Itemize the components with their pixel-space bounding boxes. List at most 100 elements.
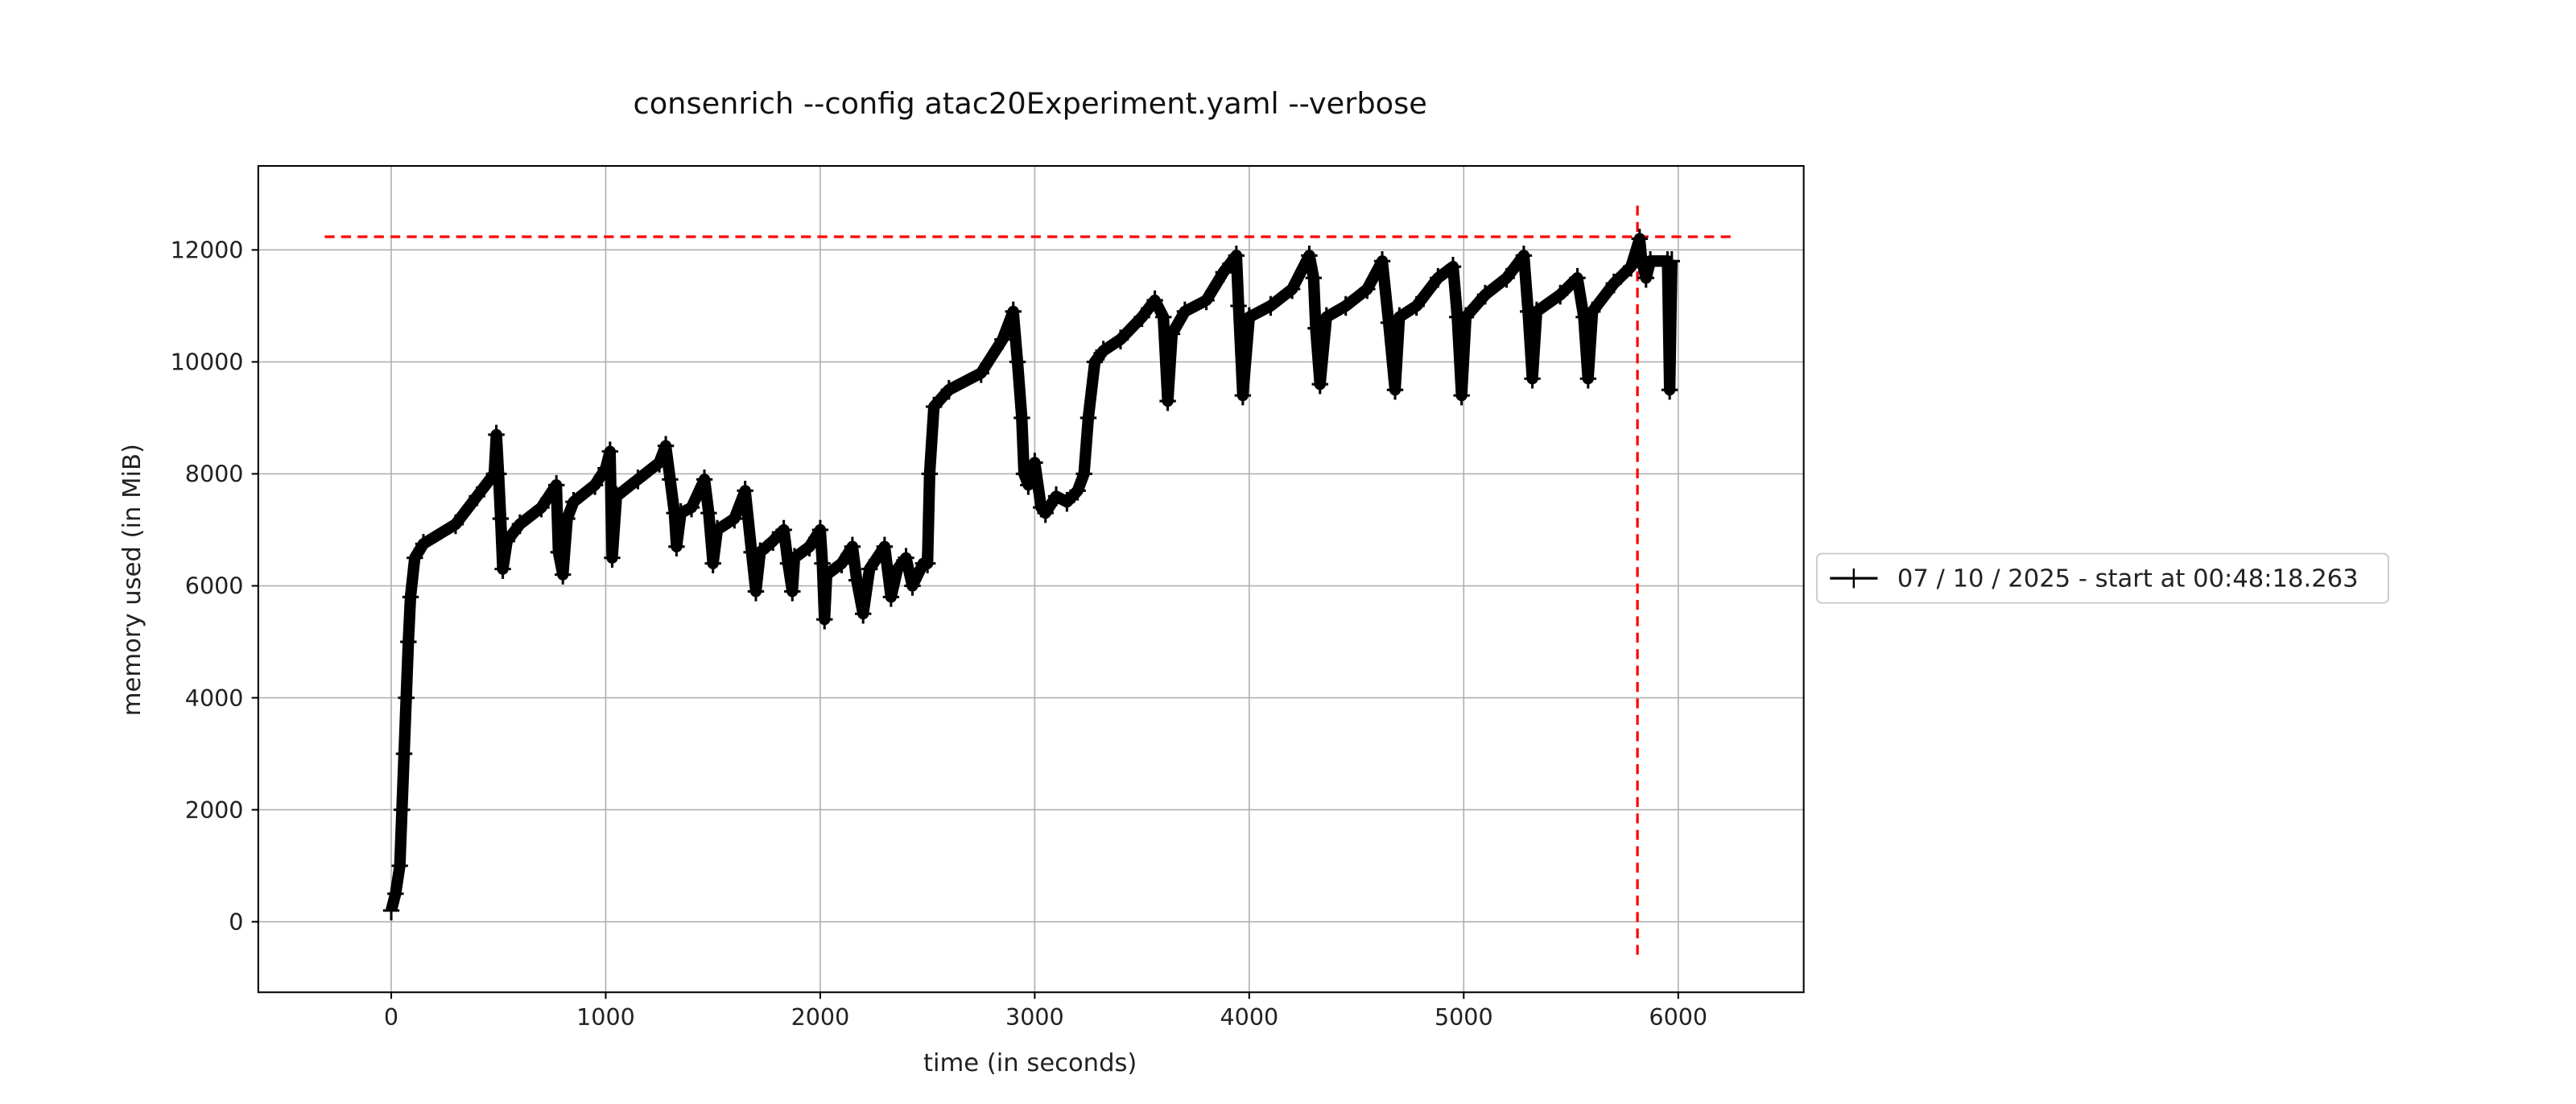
data-point-marker — [1337, 296, 1354, 316]
data-point-marker — [1301, 246, 1318, 266]
data-point-marker — [1583, 301, 1601, 322]
data-point-marker — [786, 548, 803, 568]
x-tick-label: 0 — [384, 1003, 398, 1031]
data-point-marker — [775, 519, 792, 540]
data-point-marker — [447, 514, 464, 535]
data-point-marker — [861, 559, 878, 579]
data-point-marker — [382, 900, 400, 921]
data-point-marker — [1086, 352, 1104, 372]
x-tick-label: 2000 — [791, 1003, 850, 1031]
data-point-marker — [1386, 379, 1404, 400]
data-point-marker — [533, 497, 550, 518]
data-point-marker — [1215, 262, 1232, 283]
data-point-marker — [1198, 290, 1215, 311]
data-point-marker — [1569, 267, 1586, 288]
data-point-marker — [1605, 273, 1623, 294]
data-point-marker — [940, 379, 957, 400]
data-point-marker — [1133, 307, 1150, 328]
data-point-marker — [752, 542, 769, 563]
data-point-marker — [1307, 318, 1324, 338]
data-point-marker — [597, 458, 614, 478]
data-point-marker — [608, 486, 625, 507]
data-point-marker — [1176, 301, 1194, 322]
data-point-marker — [1159, 391, 1176, 411]
data-point-marker — [1047, 486, 1065, 507]
data-point-marker — [1637, 267, 1654, 288]
data-point-marker — [565, 491, 582, 512]
data-point-marker — [1661, 379, 1678, 400]
data-point-marker — [818, 564, 836, 585]
data-point-marker — [1622, 256, 1640, 277]
data-point-marker — [547, 475, 565, 495]
data-point-marker — [1026, 453, 1043, 473]
data-point-marker — [1631, 229, 1648, 249]
data-point-marker — [833, 553, 850, 573]
data-point-marker — [919, 553, 936, 573]
data-point-marker — [554, 564, 572, 585]
data-point-marker — [415, 534, 432, 554]
data-point-marker — [1408, 296, 1425, 316]
data-point-marker — [898, 548, 914, 568]
data-point-marker — [1359, 279, 1376, 300]
data-point-marker — [1318, 307, 1335, 328]
x-tick-label: 1000 — [576, 1003, 635, 1031]
legend-label: 07 / 10 / 2025 - start at 00:48:18.263 — [1897, 564, 2359, 593]
y-tick-label: 0 — [229, 908, 243, 936]
data-point-marker — [1528, 301, 1546, 322]
data-point-marker — [889, 559, 906, 579]
data-point-marker — [882, 587, 900, 607]
data-point-marker — [855, 604, 872, 624]
data-point-marker — [559, 508, 576, 529]
y-tick-label: 10000 — [171, 349, 244, 376]
y-tick-label: 6000 — [185, 573, 244, 600]
data-point-marker — [1005, 301, 1022, 322]
data-point-marker — [1575, 307, 1592, 328]
data-point-marker — [1457, 307, 1475, 328]
data-point-marker — [1476, 284, 1494, 305]
data-point-marker — [1453, 385, 1470, 406]
data-point-marker — [1059, 491, 1075, 512]
data-point-marker — [747, 581, 765, 602]
data-point-marker — [1444, 256, 1462, 277]
data-point-marker — [662, 469, 679, 490]
data-point-marker — [1373, 251, 1391, 271]
data-point-marker — [1241, 307, 1258, 328]
data-point-marker — [1015, 464, 1033, 484]
data-point-marker — [925, 396, 943, 417]
data-point-marker — [1311, 374, 1328, 395]
y-tick-label: 2000 — [185, 796, 244, 824]
data-point-marker — [494, 559, 511, 579]
data-point-marker — [657, 436, 675, 456]
y-tick-label: 12000 — [171, 237, 244, 264]
x-tick-label: 3000 — [1005, 1003, 1064, 1031]
data-point-marker — [1524, 369, 1541, 389]
data-point-marker — [811, 519, 829, 540]
data-point-marker — [668, 536, 685, 557]
data-point-marker — [1069, 481, 1086, 501]
x-tick-label: 5000 — [1435, 1003, 1493, 1031]
data-point-marker — [604, 548, 621, 568]
data-point-marker — [784, 581, 801, 602]
data-point-marker — [391, 855, 408, 876]
y-tick-label: 8000 — [185, 461, 244, 488]
legend-box — [1815, 552, 2389, 604]
data-point-marker — [844, 536, 861, 557]
data-point-marker — [994, 329, 1011, 349]
data-point-marker — [1551, 284, 1569, 305]
data-point-marker — [550, 542, 568, 563]
data-point-marker — [1112, 329, 1129, 349]
data-point-marker — [394, 800, 411, 820]
data-point-marker — [1020, 475, 1037, 495]
data-point-marker — [683, 497, 700, 518]
data-point-marker — [1391, 307, 1408, 328]
data-point-marker — [400, 631, 417, 652]
x-tick-label: 4000 — [1220, 1003, 1279, 1031]
data-point-marker — [630, 469, 646, 490]
data-point-marker — [672, 502, 689, 523]
data-point-marker — [816, 609, 833, 630]
data-point-marker — [737, 481, 753, 501]
data-point-marker — [696, 469, 713, 490]
data-point-marker — [407, 548, 423, 568]
grid — [258, 166, 1804, 993]
